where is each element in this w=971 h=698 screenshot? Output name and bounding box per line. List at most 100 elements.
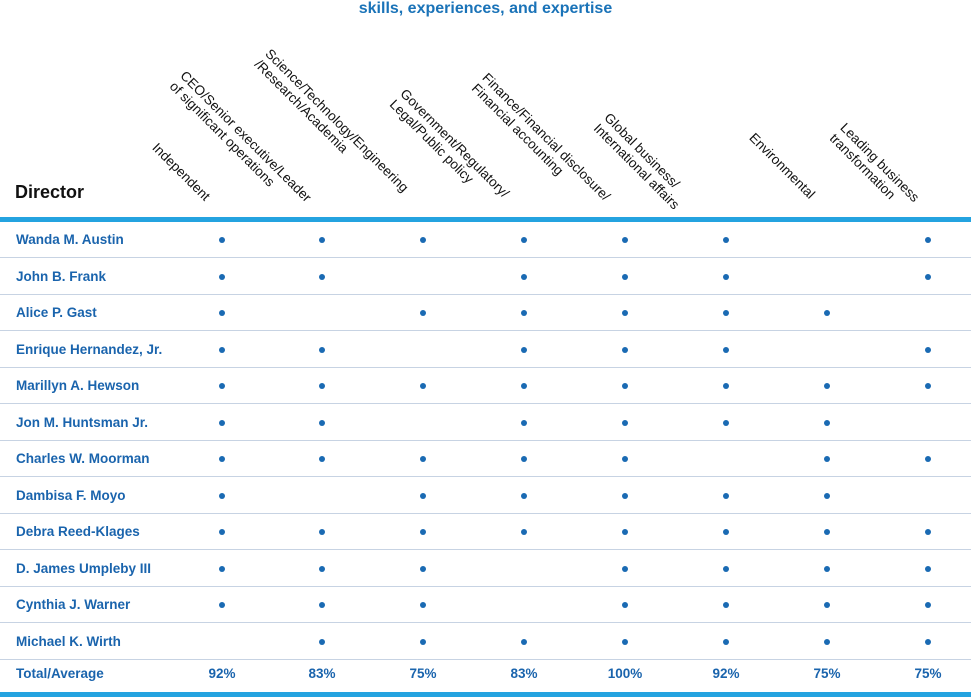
skill-cell [908,259,948,295]
column-header-line: Legal/Public policy [386,96,477,187]
skill-cell [202,222,242,258]
skill-cell [504,624,544,660]
skill-cell [706,222,746,258]
skill-dot-icon [925,638,931,645]
skill-dot-icon [824,565,830,572]
column-header-line: Environmental [746,130,819,202]
skill-cell [403,222,443,258]
total-value: 75% [409,666,437,681]
skill-dot-icon [723,565,729,572]
table-row: Jon M. Huntsman Jr. [0,405,971,441]
skill-cell [403,332,443,368]
skill-dot-icon [622,419,628,426]
table-row: Enrique Hernandez, Jr. [0,332,971,368]
skill-dot-icon [219,310,225,316]
skill-cell [302,295,342,331]
director-name: Michael K. Wirth [16,633,121,649]
skill-dot-icon [420,565,426,572]
table-row: Dambisa F. Moyo [0,478,971,514]
skill-cell [403,295,443,331]
skill-cell [908,405,948,441]
skill-dot-icon [622,383,628,389]
skill-cell [807,368,847,404]
skill-dot-icon [319,456,325,462]
skill-cell [202,478,242,514]
director-name: Jon M. Huntsman Jr. [16,414,149,430]
skill-dot-icon [521,638,527,645]
skill-dot-icon [219,602,225,608]
skill-dot-icon [925,383,931,389]
skill-cell [605,514,645,550]
skill-cell [605,295,645,331]
skill-dot-icon [723,638,729,645]
skill-dot-icon [723,419,729,426]
table-row: D. James Umpleby III [0,551,971,587]
skill-cell [605,624,645,660]
skill-cell [807,478,847,514]
skill-cell [202,551,242,587]
skill-cell [202,405,242,441]
skill-dot-icon [824,419,830,426]
skill-dot-icon [521,310,527,316]
skill-cell [504,551,544,587]
skill-cell [202,624,242,660]
skill-dot-icon [824,638,830,645]
skill-cell [706,295,746,331]
skill-cell [504,441,544,477]
table-row: Marillyn A. Hewson [0,368,971,404]
column-header-line: Independent [149,140,214,204]
skill-cell [807,624,847,660]
table-row: Cynthia J. Warner [0,587,971,623]
skill-cell [908,624,948,660]
skill-dot-icon [219,346,225,353]
skill-dot-icon [521,529,527,535]
skill-dot-icon [723,383,729,389]
skill-cell [807,587,847,623]
header-rule [0,217,971,222]
skill-cell [908,222,948,258]
skill-dot-icon [723,273,729,280]
skill-dot-icon [219,273,225,280]
skill-cell [908,332,948,368]
skill-cell [302,368,342,404]
skill-dot-icon [723,529,729,535]
skill-dot-icon [219,237,225,243]
skill-dot-icon [521,456,527,462]
skill-cell [202,295,242,331]
skill-cell [706,259,746,295]
skill-dot-icon [319,383,325,389]
skill-dot-icon [824,383,830,389]
skill-cell [504,587,544,623]
skill-dot-icon [219,492,225,499]
skill-dot-icon [219,529,225,535]
skill-cell [706,587,746,623]
director-name: Marillyn A. Hewson [16,378,140,393]
skill-dot-icon [319,237,325,243]
skill-cell [807,332,847,368]
skill-dot-icon [622,310,628,316]
skill-dot-icon [420,638,426,645]
skill-dot-icon [319,529,325,535]
skill-cell [706,441,746,477]
skill-dot-icon [824,310,830,316]
skill-dot-icon [219,419,225,426]
skill-dot-icon [319,565,325,572]
column-header-label: Environmental [746,130,818,202]
skill-cell [807,441,847,477]
skill-cell [605,405,645,441]
skill-dot-icon [319,346,325,353]
skill-dot-icon [622,638,628,645]
skill-dot-icon [521,346,527,353]
skill-cell [504,514,544,550]
skill-cell [403,551,443,587]
skill-dot-icon [420,602,426,608]
skill-dot-icon [622,492,628,499]
total-label: Total/Average [16,666,104,681]
page-title: skills, experiences, and expertise [358,0,613,17]
total-value: 83% [308,666,336,681]
skill-dot-icon [420,529,426,535]
skill-dot-icon [219,456,225,462]
skill-cell [504,332,544,368]
table-row: Alice P. Gast [0,295,971,331]
skill-cell [302,587,342,623]
